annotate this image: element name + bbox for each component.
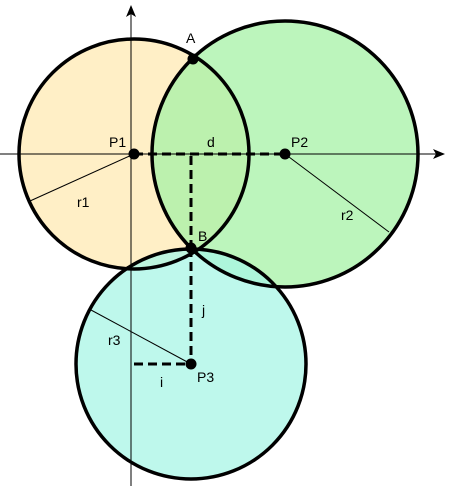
label-p3: P3 bbox=[197, 369, 214, 385]
point-b-dot bbox=[185, 242, 197, 254]
point-p3-dot bbox=[185, 358, 197, 370]
label-distance-d: d bbox=[207, 134, 215, 150]
radius-line-r2 bbox=[284, 153, 390, 233]
circle-1-outline bbox=[17, 37, 251, 271]
label-offset-j: j bbox=[201, 302, 205, 318]
point-p1-dot bbox=[128, 148, 140, 160]
radius-line-r3 bbox=[90, 309, 192, 365]
label-offset-i: i bbox=[160, 374, 163, 390]
radius-line-r1 bbox=[29, 153, 135, 202]
circle-2-outline bbox=[150, 19, 420, 289]
label-p1: P1 bbox=[109, 134, 126, 150]
label-radius-r2: r2 bbox=[341, 207, 354, 223]
label-radius-r1: r1 bbox=[77, 194, 90, 210]
point-a-dot bbox=[187, 53, 199, 65]
label-radius-r3: r3 bbox=[108, 332, 121, 348]
label-point-a: A bbox=[186, 30, 196, 46]
label-point-b: B bbox=[198, 228, 207, 244]
point-p2-dot bbox=[279, 148, 291, 160]
label-p2: P2 bbox=[291, 134, 308, 150]
